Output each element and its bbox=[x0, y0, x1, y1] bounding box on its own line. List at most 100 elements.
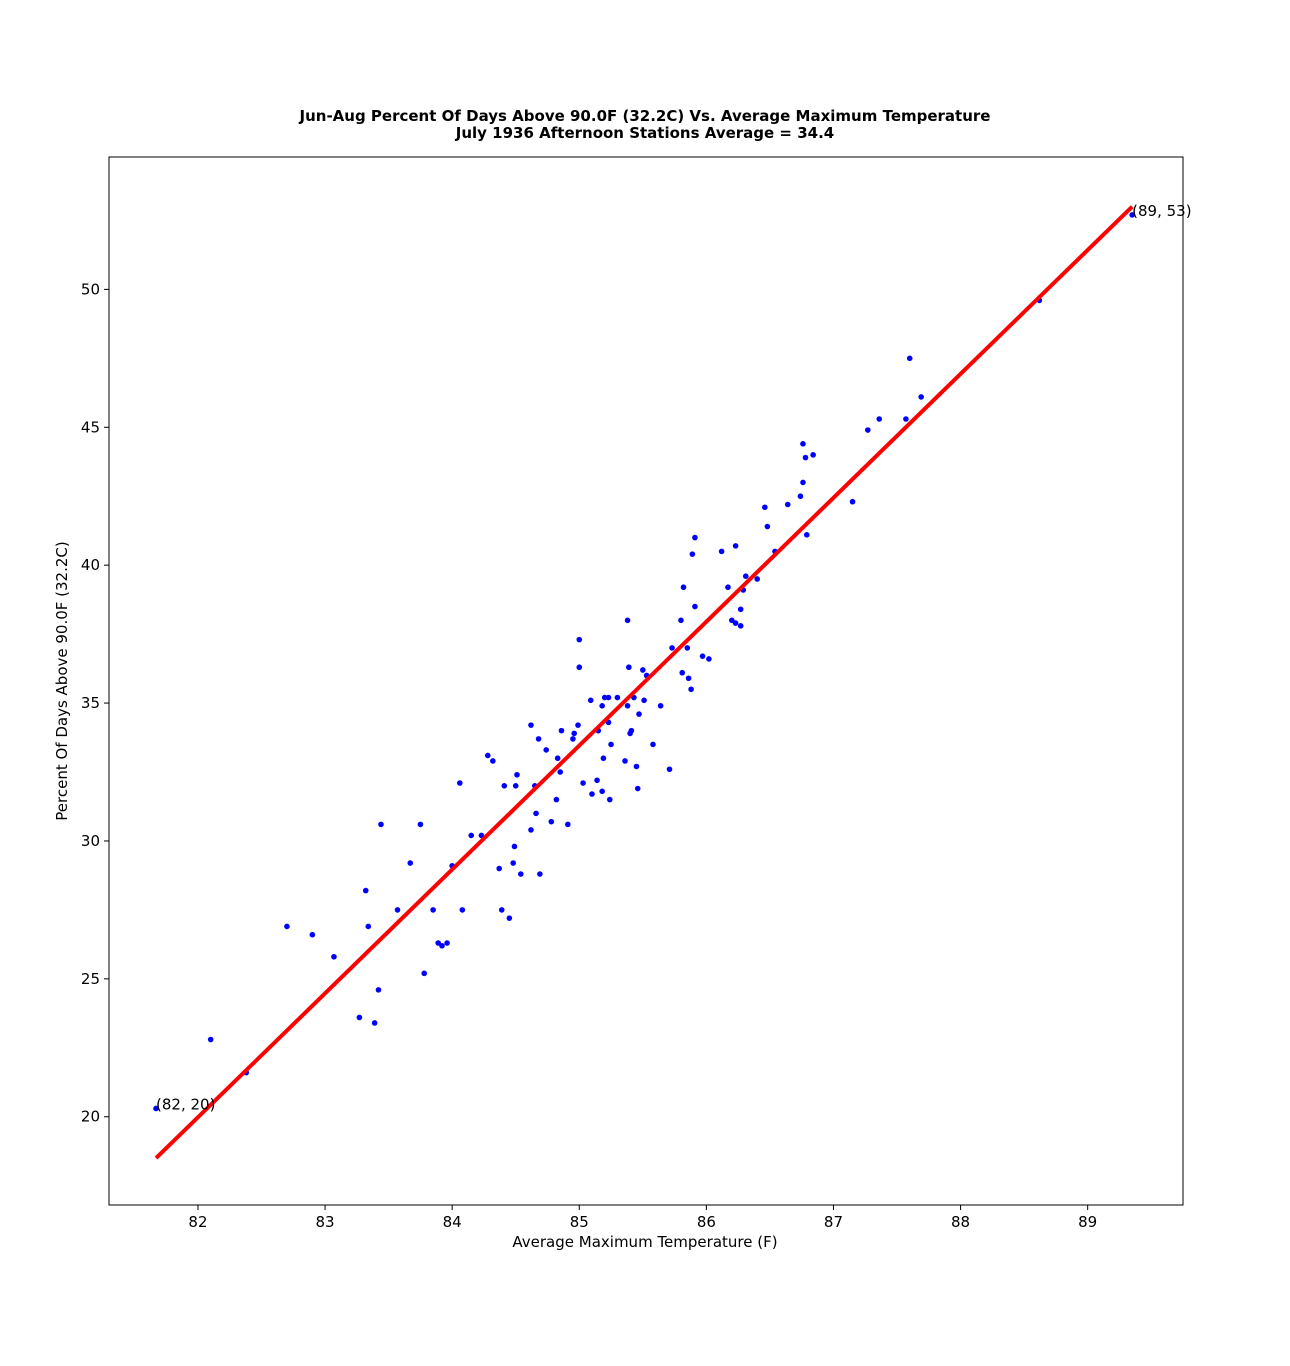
data-point bbox=[511, 843, 518, 850]
data-point bbox=[599, 703, 605, 709]
data-point bbox=[864, 427, 871, 433]
data-point bbox=[514, 771, 520, 778]
y-tick-label: 30 bbox=[81, 832, 100, 850]
data-point bbox=[849, 498, 856, 505]
data-point bbox=[501, 783, 508, 789]
data-point bbox=[608, 741, 614, 748]
data-point bbox=[510, 860, 516, 866]
data-point bbox=[699, 653, 706, 659]
regression-line bbox=[154, 205, 1134, 1160]
data-point bbox=[570, 736, 576, 742]
y-axis-ticks: 20 25 30 35 40 45 50 bbox=[81, 280, 109, 1126]
data-point bbox=[692, 534, 698, 541]
data-point bbox=[689, 551, 696, 557]
data-point bbox=[737, 623, 744, 629]
data-point bbox=[666, 766, 673, 773]
data-point bbox=[679, 669, 686, 676]
y-tick-label: 40 bbox=[81, 556, 100, 574]
data-point bbox=[535, 736, 542, 742]
data-point bbox=[375, 987, 382, 993]
data-point bbox=[484, 752, 491, 759]
y-tick-label: 35 bbox=[81, 694, 100, 712]
data-point bbox=[626, 664, 632, 671]
data-point bbox=[468, 832, 475, 839]
data-point bbox=[456, 780, 463, 786]
data-point bbox=[810, 452, 816, 458]
data-point bbox=[309, 931, 316, 938]
point-annotation: (89, 53) bbox=[1132, 202, 1191, 220]
data-point bbox=[518, 871, 524, 877]
data-point bbox=[444, 940, 450, 946]
data-point bbox=[614, 694, 621, 701]
data-point bbox=[589, 791, 595, 797]
data-point bbox=[490, 758, 496, 764]
data-point bbox=[685, 675, 692, 682]
data-point bbox=[764, 523, 771, 530]
data-point bbox=[356, 1014, 363, 1021]
data-point bbox=[459, 907, 466, 913]
data-point bbox=[903, 416, 909, 422]
data-point bbox=[605, 694, 612, 701]
data-point bbox=[378, 821, 384, 828]
data-point bbox=[684, 645, 691, 651]
x-tick-label: 83 bbox=[316, 1213, 335, 1231]
point-annotation: (82, 20) bbox=[156, 1095, 215, 1113]
data-point bbox=[754, 576, 761, 582]
data-point bbox=[680, 584, 687, 591]
data-point bbox=[331, 953, 337, 960]
data-point bbox=[906, 355, 913, 362]
data-point bbox=[692, 603, 698, 610]
data-point bbox=[284, 923, 290, 930]
annotations: (82, 20) (89, 53) bbox=[156, 202, 1192, 1114]
data-point bbox=[362, 887, 369, 894]
fit-line-layer bbox=[154, 205, 1134, 1160]
data-point bbox=[678, 617, 684, 624]
data-point bbox=[565, 821, 571, 828]
data-point bbox=[688, 686, 694, 693]
data-point bbox=[553, 796, 560, 803]
data-point bbox=[558, 727, 565, 734]
data-point bbox=[439, 942, 445, 949]
x-tick-label: 82 bbox=[188, 1213, 207, 1231]
y-tick-label: 20 bbox=[81, 1108, 100, 1126]
data-point bbox=[421, 970, 428, 977]
data-point bbox=[641, 697, 647, 704]
data-point bbox=[742, 573, 749, 579]
data-point bbox=[803, 532, 810, 538]
data-point bbox=[737, 606, 744, 613]
data-point bbox=[594, 777, 600, 784]
data-point bbox=[718, 548, 725, 555]
data-point bbox=[537, 871, 543, 877]
data-point bbox=[669, 645, 675, 651]
data-point bbox=[732, 620, 739, 626]
data-point bbox=[599, 788, 605, 795]
data-point bbox=[417, 821, 424, 828]
data-point bbox=[512, 783, 519, 789]
data-point bbox=[365, 923, 372, 930]
data-point bbox=[606, 796, 613, 803]
data-point bbox=[575, 722, 581, 728]
data-point bbox=[802, 454, 809, 461]
data-point bbox=[498, 907, 505, 913]
data-point bbox=[800, 479, 806, 486]
data-point bbox=[430, 907, 436, 913]
chart-title: Jun-Aug Percent Of Days Above 90.0F (32.… bbox=[299, 107, 991, 125]
data-point bbox=[576, 664, 583, 671]
data-point bbox=[876, 416, 883, 422]
data-point bbox=[622, 758, 628, 764]
data-point bbox=[633, 763, 640, 770]
data-point bbox=[548, 818, 555, 825]
data-point bbox=[557, 769, 564, 775]
data-point bbox=[153, 1105, 159, 1112]
x-tick-label: 86 bbox=[697, 1213, 716, 1231]
data-point bbox=[732, 543, 739, 549]
data-point bbox=[543, 747, 550, 753]
data-point bbox=[580, 780, 586, 786]
data-point bbox=[657, 703, 664, 709]
data-point bbox=[533, 810, 539, 817]
data-point bbox=[506, 915, 513, 921]
data-point bbox=[624, 703, 631, 709]
data-point bbox=[640, 667, 646, 673]
data-point bbox=[1129, 212, 1135, 218]
